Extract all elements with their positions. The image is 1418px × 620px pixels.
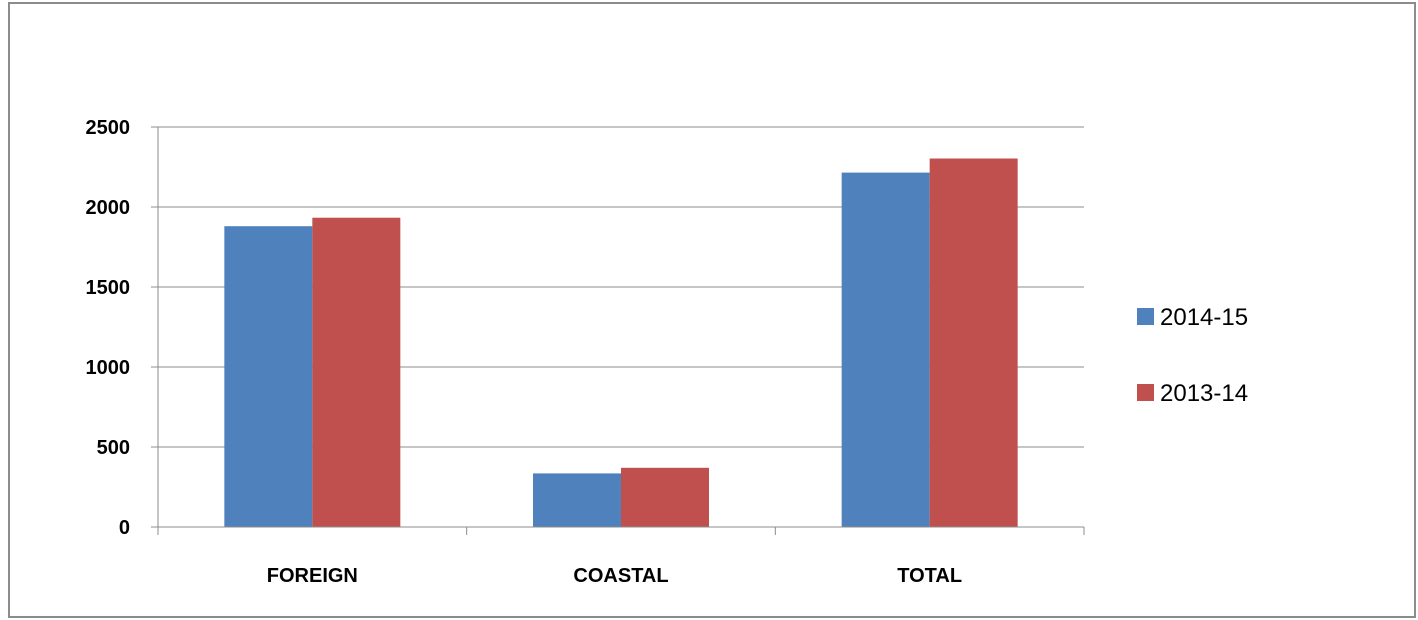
bar-2014-15-FOREIGN	[224, 226, 313, 527]
x-category-label: TOTAL	[897, 565, 962, 587]
y-tick-label: 2500	[86, 117, 131, 139]
y-tick-label: 1500	[86, 277, 131, 299]
x-category-label: FOREIGN	[267, 565, 358, 587]
tick-labels: 0 500 1000 1500 2000 2500 FOREIGN COASTAL TOTAL	[86, 117, 963, 587]
bar-2013-14-FOREIGN	[312, 217, 401, 527]
legend-swatch-2013-14	[1137, 384, 1154, 401]
legend: 2014-15 2013-14	[1137, 304, 1248, 407]
y-tick-label: 500	[97, 437, 130, 459]
y-tick-label: 2000	[86, 197, 131, 219]
legend-swatch-2014-15	[1137, 308, 1154, 325]
y-tick-label: 1000	[86, 357, 131, 379]
bars	[224, 158, 1018, 527]
x-category-label: COASTAL	[573, 565, 668, 587]
bar-2013-14-TOTAL	[929, 158, 1018, 527]
bar-2014-15-TOTAL	[841, 172, 930, 527]
bar-2014-15-COASTAL	[533, 473, 621, 527]
bar-2013-14-COASTAL	[621, 467, 709, 527]
legend-label: 2014-15	[1160, 304, 1248, 331]
y-tick-label: 0	[119, 517, 130, 539]
axes	[151, 126, 1085, 535]
legend-label: 2013-14	[1160, 380, 1248, 407]
